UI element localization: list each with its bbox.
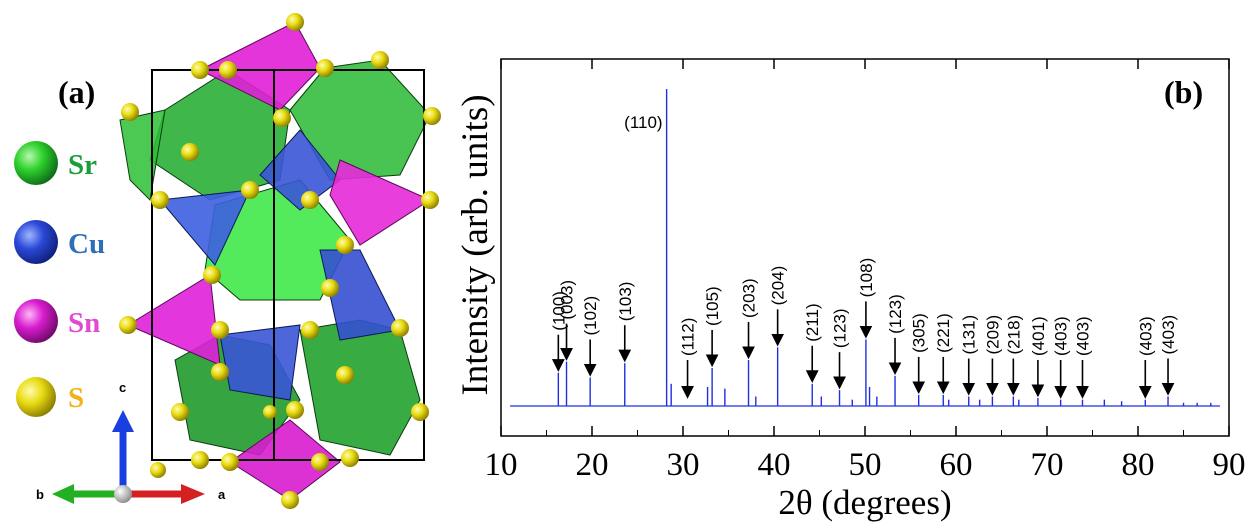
x-axis-ticks: 10 20 30 40 50 60 70 80 90 (485, 59, 1246, 483)
axis-label-a: a (218, 487, 226, 502)
panel-b: (b) Intensity (arb. units) 2θ (degrees) … (455, 58, 1246, 522)
peak-label: (403) (1159, 315, 1178, 355)
panel-a: (a) Sr Cu Sn S (14, 13, 441, 509)
x-axis-title: 2θ (degrees) (778, 483, 951, 522)
peak-label: (203) (740, 278, 759, 318)
x-tick-label: 30 (667, 447, 700, 483)
x-tick-label: 60 (940, 447, 973, 483)
cu-atom-icon (14, 220, 58, 264)
peak-label: (131) (960, 315, 979, 355)
axis-label-b: b (36, 487, 44, 502)
peak-label: (401) (1029, 316, 1048, 356)
s-atom-icon (16, 377, 56, 417)
x-tick-label: 90 (1213, 447, 1246, 483)
peak-label: (003) (558, 280, 577, 320)
peak-label: (123) (886, 294, 905, 334)
sr-atom-icon (14, 141, 58, 185)
x-tick-label: 40 (758, 447, 791, 483)
legend-label-sn: Sn (68, 307, 100, 339)
peak-label: (100) (549, 291, 568, 331)
peak-label: (218) (1004, 315, 1023, 355)
data-series (510, 89, 1220, 407)
legend-label-s: S (68, 382, 84, 414)
x-tick-label: 20 (576, 447, 609, 483)
crystal-structure (119, 13, 441, 509)
peak-label: (103) (616, 282, 635, 322)
axis-label-c: c (119, 380, 126, 395)
peak-label: (110) (624, 113, 662, 132)
peak-label: (102) (581, 296, 600, 336)
peak-label: (108) (857, 258, 876, 298)
sn-atom-icon (14, 299, 58, 343)
peak-label: (403) (1136, 316, 1155, 356)
x-tick-label: 10 (485, 447, 518, 483)
axes-origin-icon (114, 485, 132, 503)
element-legend: Sr Cu Sn S (14, 141, 105, 417)
peak-label: (204) (769, 266, 788, 306)
peak-label: (403) (1073, 316, 1092, 356)
peak-label: (123) (831, 308, 850, 348)
peak-label: (403) (1052, 316, 1071, 356)
panel-b-label: (b) (1164, 74, 1203, 110)
peak-label: (105) (703, 286, 722, 326)
peak-annotations: (100)(003) (102) (103) (110) (112) (105) (203)… (549, 113, 1178, 399)
y-axis-title: Intensity (arb. units) (455, 94, 496, 395)
plot-frame (500, 58, 1230, 437)
peak-label: (112) (679, 318, 698, 356)
x-tick-label: 80 (1122, 447, 1155, 483)
x-tick-label: 70 (1031, 447, 1064, 483)
panel-a-label: (a) (58, 74, 95, 110)
peak-label: (305) (910, 313, 929, 353)
legend-label-cu: Cu (68, 228, 105, 260)
peak-label: (221) (934, 313, 953, 353)
legend-label-sr: Sr (68, 149, 97, 181)
axes-triad: c b a (36, 380, 226, 504)
peak-label: (209) (983, 315, 1002, 355)
peak-label: (211) (803, 303, 822, 341)
x-tick-label: 50 (849, 447, 882, 483)
